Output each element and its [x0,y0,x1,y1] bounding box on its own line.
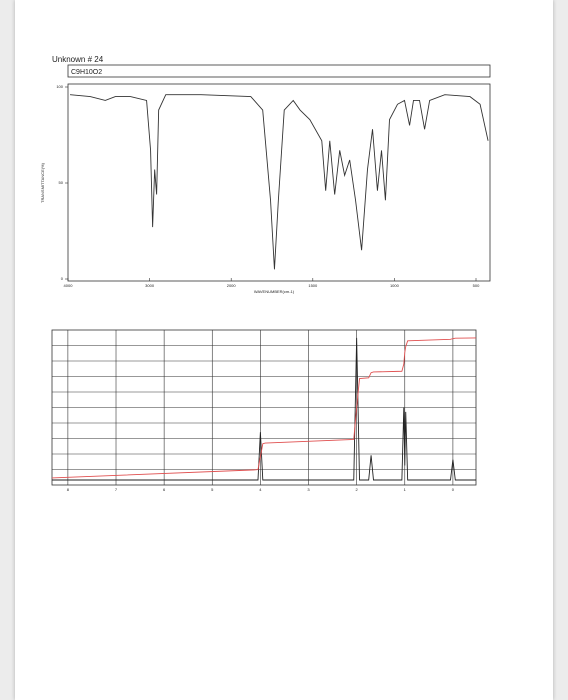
x-tick-label: 3000 [145,283,155,288]
spectrum-line [52,337,476,481]
x-tick-label: 500 [473,283,480,288]
formula-box [67,64,491,78]
x-tick-label: 0 [452,487,455,492]
y-tick-label: 100 [56,84,63,89]
y-tick-label: 50 [59,180,64,185]
x-tick-label: 1 [404,487,407,492]
title: Unknown # 24 [52,55,104,64]
x-tick-label: 2000 [227,283,237,288]
spectrum-line [51,337,477,479]
y-tick-label: 0 [61,276,64,281]
x-tick-label: 4 [259,487,262,492]
ir-frame [67,83,491,282]
x-tick-label: 7 [115,487,118,492]
spectrum-line [69,94,489,270]
formula: C9H10O2 [71,69,102,76]
x-tick-label: 5 [211,487,214,492]
x-tick-label: 1000 [390,283,400,288]
x-tick-label: 4000 [64,283,74,288]
x-tick-label: 1500 [308,283,318,288]
x-tick-label: 6 [163,487,166,492]
x-axis-label: WAVENUMBER(cm-1) [254,289,295,294]
x-tick-label: 3 [307,487,310,492]
x-tick-label: 8 [67,487,70,492]
y-axis-label: TRANSMITTANCE(%) [40,162,45,203]
x-tick-label: 2 [356,487,359,492]
